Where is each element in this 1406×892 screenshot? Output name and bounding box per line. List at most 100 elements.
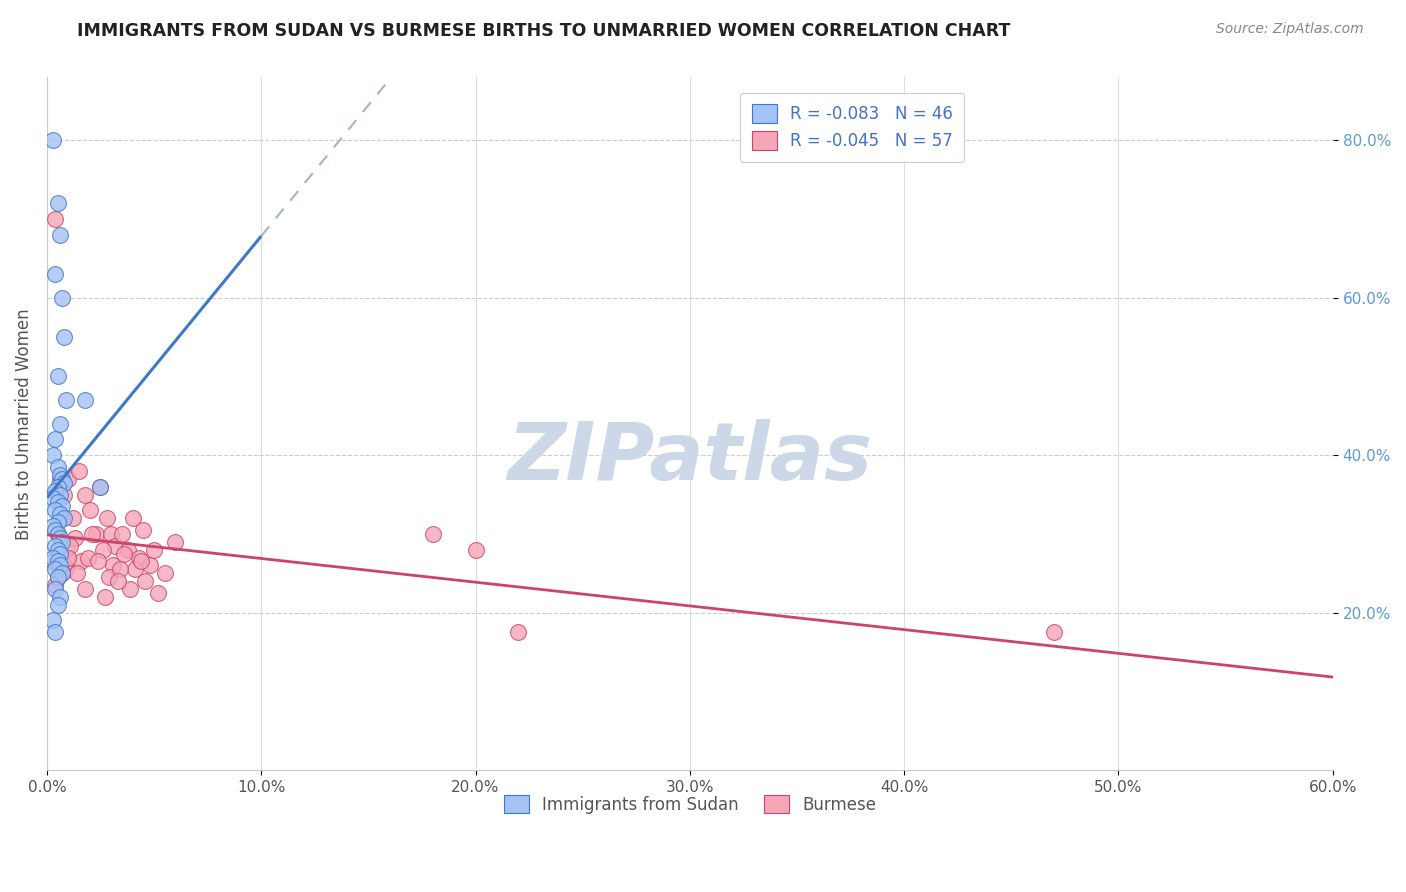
Point (51, 534, 73, 549)
Point (96, 511, 118, 525)
Point (42, 133, 65, 147)
Point (46, 570, 69, 584)
Point (111, 527, 134, 541)
Point (51, 566, 73, 581)
Point (44, 503, 66, 517)
Point (94, 590, 117, 604)
Point (58, 550, 80, 565)
Point (55, 562, 77, 576)
Point (46, 196, 69, 211)
Point (51, 566, 73, 581)
Point (75, 582, 97, 596)
Point (53, 558, 76, 573)
Point (117, 542, 139, 557)
Point (42, 550, 65, 565)
Point (80, 527, 103, 541)
Text: ZIPatlas: ZIPatlas (508, 419, 872, 498)
Point (139, 558, 162, 573)
Point (143, 542, 166, 557)
Point (46, 570, 69, 584)
Point (46, 598, 69, 612)
Point (55, 542, 77, 557)
Point (98, 570, 121, 584)
Point (75, 393, 97, 408)
Point (91, 542, 114, 557)
Legend: Immigrants from Sudan, Burmese: Immigrants from Sudan, Burmese (494, 785, 886, 824)
Point (44, 212, 66, 227)
Point (48, 487, 70, 501)
Text: IMMIGRANTS FROM SUDAN VS BURMESE BIRTHS TO UNMARRIED WOMEN CORRELATION CHART: IMMIGRANTS FROM SUDAN VS BURMESE BIRTHS … (77, 22, 1011, 40)
Point (48, 417, 70, 431)
Point (42, 519, 65, 533)
Point (112, 547, 135, 561)
Point (46, 495, 69, 509)
Point (44, 483, 66, 498)
Point (46, 554, 69, 568)
Point (48, 558, 70, 573)
Point (124, 562, 146, 576)
Point (67, 464, 90, 478)
Point (51, 291, 73, 305)
Point (55, 393, 77, 408)
Point (508, 625, 530, 640)
Point (153, 566, 176, 581)
Point (79, 503, 101, 517)
Point (89, 480, 111, 494)
Point (46, 480, 69, 494)
Point (1043, 625, 1066, 640)
Point (44, 582, 66, 596)
Point (107, 574, 129, 588)
Point (48, 227, 70, 242)
Point (132, 523, 155, 537)
Point (48, 531, 70, 545)
Point (103, 558, 125, 573)
Point (59, 539, 82, 553)
Point (104, 539, 127, 553)
Point (48, 472, 70, 486)
Point (148, 586, 170, 600)
Point (53, 330, 76, 344)
Point (66, 566, 89, 581)
Text: Source: ZipAtlas.com: Source: ZipAtlas.com (1216, 22, 1364, 37)
Point (129, 554, 152, 568)
Point (121, 511, 143, 525)
Point (87, 554, 110, 568)
Point (58, 472, 80, 486)
Point (70, 554, 93, 568)
Point (42, 614, 65, 628)
Point (48, 547, 70, 561)
Point (48, 547, 70, 561)
Point (165, 534, 187, 549)
Point (76, 550, 98, 565)
Point (51, 511, 73, 525)
Point (120, 582, 142, 596)
Point (44, 433, 66, 447)
Point (44, 539, 66, 553)
Point (53, 511, 76, 525)
Point (46, 527, 69, 541)
Point (46, 542, 69, 557)
Point (44, 625, 66, 640)
Point (44, 267, 66, 281)
Point (51, 472, 73, 486)
Point (100, 527, 122, 541)
Point (48, 507, 70, 521)
Point (44, 578, 66, 592)
Point (46, 515, 69, 529)
Point (46, 527, 69, 541)
Point (62, 511, 84, 525)
Y-axis label: Births to Unmarried Women: Births to Unmarried Women (15, 308, 32, 540)
Point (48, 467, 70, 482)
Point (42, 448, 65, 462)
Point (42, 554, 65, 568)
Point (422, 527, 444, 541)
Point (89, 480, 111, 494)
Point (48, 590, 70, 604)
Point (44, 523, 66, 537)
Point (84, 527, 107, 541)
Point (63, 531, 86, 545)
Point (108, 562, 131, 576)
Point (44, 562, 66, 576)
Point (75, 487, 97, 501)
Point (46, 460, 69, 475)
